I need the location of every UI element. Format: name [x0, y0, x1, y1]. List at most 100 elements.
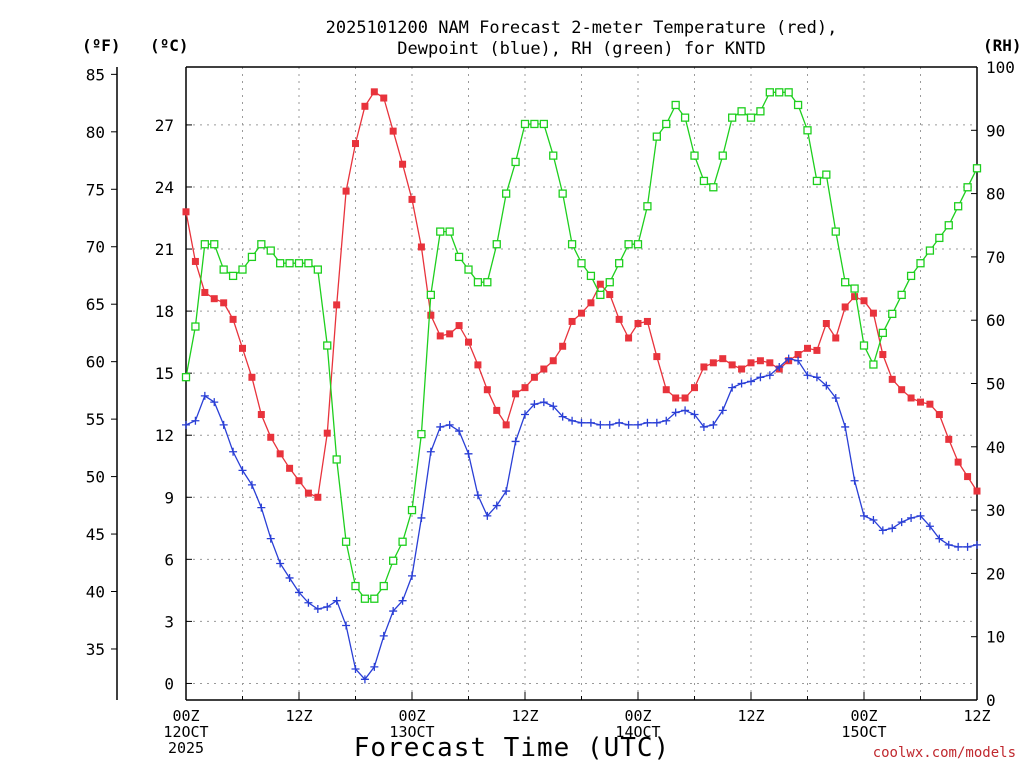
temperature-point — [276, 450, 284, 458]
axes: 0369121518212427354045505560657075808501… — [86, 58, 1015, 757]
temperature-point — [229, 315, 237, 323]
rh-point — [304, 259, 313, 268]
rh-point — [746, 113, 756, 122]
celsius-tick-label: 27 — [155, 116, 174, 135]
temperature-point — [323, 429, 331, 437]
temperature-point — [568, 317, 576, 325]
credit-link[interactable]: coolwx.com/models — [872, 745, 1016, 761]
temperature-point — [521, 384, 529, 392]
dewpoint-point — [596, 420, 605, 429]
rh-unit-label: (RH) — [983, 36, 1022, 55]
rh-point — [812, 176, 822, 186]
fahrenheit-tick-label: 50 — [86, 468, 105, 487]
rh-point — [850, 284, 859, 293]
dewpoint-point — [360, 675, 369, 684]
rh-point — [906, 271, 916, 281]
dewpoint-point — [229, 447, 238, 456]
chart-title-line-2: Dewpoint (blue), RH (green) for KNTD — [397, 39, 766, 59]
temperature-point — [239, 344, 246, 352]
rh-point — [285, 259, 294, 268]
dewpoint-point — [426, 447, 435, 456]
dewpoint-point — [850, 476, 859, 485]
rh-point — [718, 151, 727, 160]
rh-point — [389, 556, 398, 565]
dewpoint-point — [765, 371, 774, 380]
temperature-point — [380, 94, 388, 102]
rh-point — [483, 278, 492, 287]
dewpoint-point — [831, 393, 840, 402]
temperature-point — [728, 361, 736, 369]
temperature-point — [201, 288, 209, 296]
rh-point — [247, 252, 257, 262]
temperature-point — [898, 386, 906, 394]
dewpoint-point — [445, 420, 454, 429]
dewpoint-point — [210, 398, 219, 407]
dewpoint-point — [784, 354, 793, 363]
dewpoint-point — [530, 400, 539, 409]
rh-point — [643, 202, 652, 211]
fahrenheit-tick-label: 60 — [86, 353, 105, 372]
dewpoint-point — [370, 662, 379, 671]
temperature-point — [888, 375, 896, 383]
dewpoint-point — [483, 511, 492, 520]
dewpoint-point — [699, 422, 708, 431]
dewpoint-point — [812, 373, 821, 382]
temperature-point — [295, 477, 303, 485]
rh-point — [869, 360, 878, 369]
dewpoint-point — [907, 513, 916, 522]
rh-point — [426, 290, 435, 300]
rh-point — [775, 88, 784, 97]
temperature-point — [465, 338, 472, 346]
rh-point — [464, 265, 473, 274]
rh-tick-label: 70 — [986, 248, 1005, 267]
dewpoint-point — [351, 664, 360, 673]
dewpoint-point — [624, 420, 633, 429]
rh-point — [680, 113, 690, 122]
rh-point — [266, 246, 275, 255]
rh-tick-label: 30 — [986, 501, 1005, 520]
grid — [186, 67, 977, 700]
temperature-point — [709, 359, 717, 367]
temperature-point — [210, 295, 218, 303]
rh-point — [577, 259, 586, 268]
dewpoint-point — [511, 437, 520, 446]
x-tick-label: 00Z — [850, 707, 877, 725]
rh-series — [181, 88, 982, 603]
rh-point — [916, 259, 925, 268]
rh-point — [398, 537, 407, 546]
rh-point — [803, 126, 812, 135]
temperature-point — [389, 127, 397, 135]
temperature-point — [691, 384, 698, 392]
dewpoint-point — [925, 522, 934, 531]
dewpoint-point — [549, 402, 558, 411]
rh-point — [662, 119, 671, 129]
temperature-point — [342, 187, 350, 195]
rh-point — [624, 240, 633, 249]
dewpoint-point — [652, 418, 661, 427]
temperature-point — [879, 351, 887, 359]
dewpoint-point — [878, 526, 887, 535]
dewpoint-point — [200, 391, 209, 400]
rh-tick-label: 100 — [986, 58, 1015, 77]
rh-point — [407, 505, 417, 515]
dewpoint-point — [916, 511, 925, 520]
temperature-point — [804, 344, 811, 352]
temperature-point — [474, 361, 482, 369]
rh-point — [944, 221, 953, 230]
rh-point — [615, 259, 624, 268]
temperature-series — [182, 88, 981, 501]
rh-point — [737, 107, 746, 116]
celsius-tick-label: 15 — [155, 364, 174, 383]
rh-point — [502, 189, 511, 198]
rh-tick-label: 0 — [986, 691, 996, 710]
temperature-point — [813, 346, 821, 354]
dewpoint-point — [671, 408, 680, 417]
rh-tick-label: 20 — [986, 564, 1005, 583]
rh-point — [558, 189, 567, 198]
dewpoint-point — [803, 371, 812, 380]
temperature-point — [719, 355, 727, 363]
dewpoint-point — [869, 516, 878, 525]
temperature-point — [427, 311, 435, 319]
temperature-point — [643, 317, 651, 325]
temperature-point — [738, 365, 746, 373]
